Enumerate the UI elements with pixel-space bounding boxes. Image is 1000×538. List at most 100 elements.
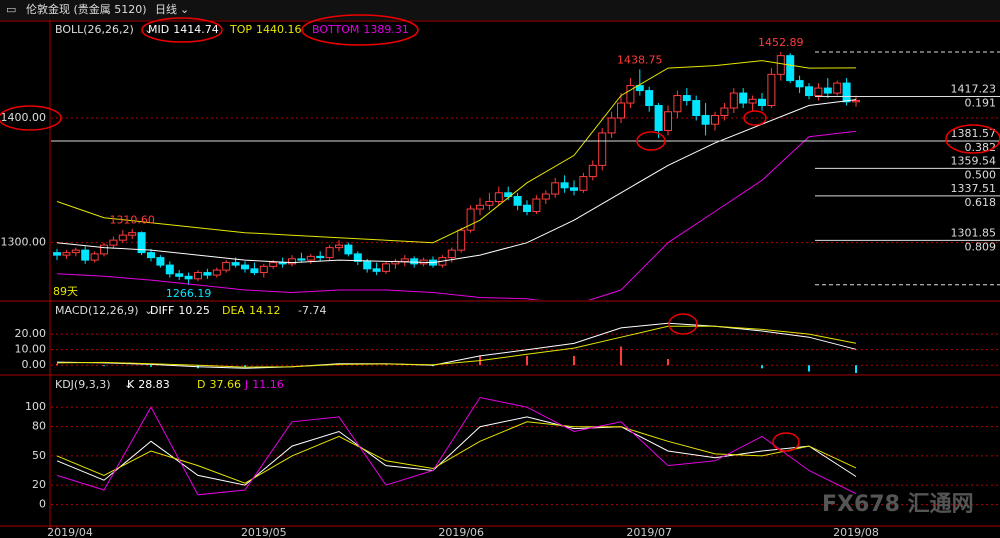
- candle-body: [532, 198, 541, 212]
- price-annotation: 1452.89: [758, 36, 804, 49]
- candle-body: [372, 268, 381, 272]
- fib-ratio: 0.500: [965, 168, 997, 181]
- candle-body: [607, 117, 616, 134]
- candle-body: [626, 85, 635, 104]
- legend-value: 1414.74: [173, 23, 219, 36]
- candle-body: [748, 98, 757, 104]
- candle-body: [316, 255, 325, 259]
- candle-body: [175, 273, 184, 277]
- candle-body: [363, 260, 372, 270]
- fib-ratio: 0.809: [965, 240, 997, 253]
- candle-body: [551, 182, 560, 195]
- candle-body: [71, 249, 80, 254]
- candle-body: [739, 92, 748, 104]
- y-tick-label: 10.00: [15, 343, 47, 356]
- y-tick-label: 20: [32, 478, 46, 491]
- watermark: FX678 汇通网: [822, 492, 974, 517]
- candle-body: [288, 258, 296, 265]
- fib-price: 1417.23: [951, 83, 997, 96]
- highlight-circle: [743, 110, 767, 126]
- candle-body: [194, 272, 202, 280]
- candle-body: [494, 192, 503, 203]
- candle-body: [344, 244, 353, 255]
- legend-value: 11.16: [252, 378, 284, 391]
- indicator-line: [56, 99, 857, 264]
- candle-body: [118, 234, 127, 241]
- highlight-circle: [301, 14, 419, 46]
- candle-body: [560, 182, 569, 189]
- indicator-line: [56, 325, 857, 368]
- menu-icon[interactable]: ▭: [6, 3, 16, 16]
- candle-body: [692, 100, 701, 116]
- candle-body: [165, 264, 174, 275]
- candle-body: [767, 73, 776, 107]
- fib-price: 1381.57: [951, 127, 997, 140]
- x-tick-label: 2019/08: [833, 526, 879, 538]
- indicator-line: [56, 396, 857, 496]
- period-chevron[interactable]: ⌄: [180, 3, 189, 16]
- candle-body: [476, 204, 484, 210]
- candle-body: [128, 232, 137, 236]
- candle-body: [673, 95, 682, 113]
- fib-price: 1301.85: [951, 226, 997, 239]
- candle-body: [400, 258, 409, 262]
- legend-value: 14.12: [249, 304, 281, 317]
- y-tick-label: 0: [39, 498, 46, 511]
- legend-value: 37.66: [209, 378, 241, 391]
- candle-body: [729, 92, 738, 109]
- indicator-chevron: ⌄: [124, 378, 133, 391]
- candle-body: [335, 244, 343, 249]
- legend-value: 10.25: [178, 304, 210, 317]
- y-tick-label: 0.00: [22, 358, 47, 371]
- candle-body: [147, 252, 155, 259]
- candle-body: [382, 263, 390, 272]
- plot-area: [51, 51, 1000, 300]
- indicator-line: [56, 421, 857, 484]
- candle-body: [156, 257, 165, 266]
- period-selector[interactable]: 日线: [155, 2, 177, 16]
- candle-body: [541, 193, 550, 200]
- legend-entry: J 11.16: [244, 378, 284, 391]
- candle-body: [654, 105, 663, 131]
- candle-body: [570, 187, 578, 191]
- legend-value: 28.83: [138, 378, 170, 391]
- candle-body: [588, 164, 597, 178]
- candle-body: [523, 204, 531, 212]
- fib-price: 1337.51: [951, 182, 997, 195]
- candle-body: [81, 249, 90, 261]
- candle-body: [269, 262, 278, 267]
- fib-price: 1359.54: [951, 154, 997, 167]
- candle-body: [711, 114, 719, 125]
- instrument-title[interactable]: 伦敦金现 (贵金属 5120): [26, 2, 147, 16]
- candle-body: [664, 111, 672, 131]
- legend-entry: BOTTOM 1389.31: [312, 23, 409, 36]
- legend-name: TOP: [229, 23, 252, 36]
- candle-body: [278, 262, 287, 265]
- candle-body: [231, 262, 240, 266]
- legend-name: DIFF: [150, 304, 174, 317]
- price-annotation: 1310.60: [109, 213, 155, 226]
- x-tick-label: 2019/05: [241, 526, 287, 538]
- legend-name: J: [244, 378, 248, 391]
- days-label: 89天: [53, 285, 78, 298]
- candle-body: [805, 86, 813, 97]
- y-tick-label: 20.00: [15, 327, 47, 340]
- candle-body: [776, 55, 785, 75]
- fib-ratio: 0.191: [965, 97, 997, 110]
- highlight-circle: [141, 17, 223, 43]
- candle-body: [241, 264, 249, 270]
- x-tick-label: 2019/07: [626, 526, 672, 538]
- candle-body: [645, 90, 654, 107]
- candle-body: [306, 255, 315, 261]
- legend-entry: K 28.83: [127, 378, 170, 391]
- highlight-circle: [945, 124, 1000, 154]
- candle-body: [297, 258, 306, 261]
- legend-name: K: [127, 378, 135, 391]
- indicator-chevron: ⌄: [144, 304, 153, 317]
- candle-body: [53, 252, 61, 256]
- legend-name: BOTTOM: [312, 23, 359, 36]
- y-tick-label: 100: [25, 400, 46, 413]
- candle-body: [823, 87, 832, 94]
